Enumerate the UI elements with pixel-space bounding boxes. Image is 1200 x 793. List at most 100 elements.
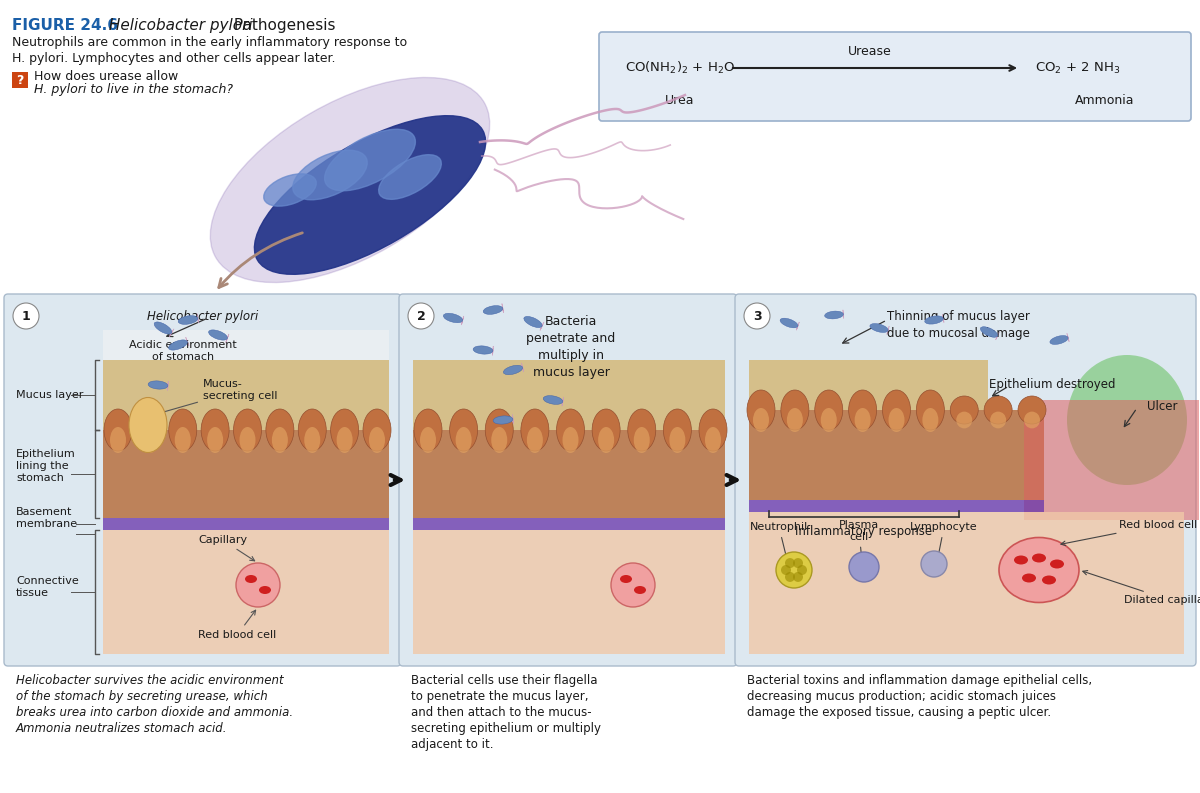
Circle shape: [611, 563, 655, 607]
Ellipse shape: [299, 409, 326, 451]
Ellipse shape: [325, 129, 415, 191]
Ellipse shape: [234, 409, 262, 451]
Ellipse shape: [815, 390, 842, 430]
Ellipse shape: [620, 575, 632, 583]
Ellipse shape: [824, 311, 844, 319]
Text: damage the exposed tissue, causing a peptic ulcer.: damage the exposed tissue, causing a pep…: [746, 706, 1051, 719]
Circle shape: [797, 565, 808, 575]
Ellipse shape: [984, 396, 1012, 424]
Ellipse shape: [414, 409, 442, 451]
Text: Ammonia: Ammonia: [1075, 94, 1135, 106]
Ellipse shape: [379, 155, 442, 199]
Ellipse shape: [264, 174, 317, 206]
Text: Thinning of mucus layer
due to mucosal damage: Thinning of mucus layer due to mucosal d…: [887, 310, 1030, 340]
Ellipse shape: [980, 327, 997, 337]
Ellipse shape: [1018, 396, 1046, 424]
Ellipse shape: [364, 409, 391, 451]
Text: $\mathregular{CO(NH_2)_2}$ + $\mathregular{H_2O}$: $\mathregular{CO(NH_2)_2}$ + $\mathregul…: [625, 60, 736, 76]
Text: Epithelium destroyed: Epithelium destroyed: [989, 378, 1116, 391]
Text: $\mathregular{CO_2}$ + 2 $\mathregular{NH_3}$: $\mathregular{CO_2}$ + 2 $\mathregular{N…: [1034, 60, 1121, 75]
Text: adjacent to it.: adjacent to it.: [410, 738, 493, 751]
Ellipse shape: [137, 409, 164, 451]
Text: H. pylori. Lymphocytes and other cells appear later.: H. pylori. Lymphocytes and other cells a…: [12, 52, 336, 65]
Bar: [749, 500, 1044, 512]
Text: Helicobacter pylori: Helicobacter pylori: [148, 310, 259, 323]
Text: 1: 1: [22, 309, 30, 323]
Ellipse shape: [148, 381, 168, 389]
Ellipse shape: [266, 409, 294, 451]
FancyBboxPatch shape: [12, 72, 28, 88]
Text: Ulcer: Ulcer: [1146, 400, 1177, 413]
Ellipse shape: [634, 586, 646, 594]
Bar: [413, 430, 725, 518]
Circle shape: [785, 572, 796, 582]
Ellipse shape: [780, 318, 798, 328]
Ellipse shape: [990, 412, 1006, 428]
Text: Bacteria
penetrate and
multiply in
mucus layer: Bacteria penetrate and multiply in mucus…: [527, 315, 616, 379]
Ellipse shape: [293, 150, 367, 200]
Text: Bacterial cells use their flagella: Bacterial cells use their flagella: [410, 674, 598, 687]
Ellipse shape: [1022, 573, 1036, 583]
Ellipse shape: [503, 366, 523, 374]
Text: Mucus layer: Mucus layer: [16, 390, 83, 400]
Ellipse shape: [754, 408, 769, 432]
Ellipse shape: [169, 409, 197, 451]
Text: Bacterial toxins and inflammation damage epithelial cells,: Bacterial toxins and inflammation damage…: [746, 674, 1092, 687]
Ellipse shape: [527, 427, 542, 453]
Ellipse shape: [110, 427, 126, 453]
Ellipse shape: [450, 409, 478, 451]
Ellipse shape: [443, 313, 463, 323]
Text: FIGURE 24.6: FIGURE 24.6: [12, 18, 118, 33]
Ellipse shape: [917, 390, 944, 430]
Bar: [103, 518, 389, 530]
Ellipse shape: [245, 575, 257, 583]
Bar: [749, 512, 1184, 654]
Ellipse shape: [1042, 576, 1056, 584]
Text: and then attach to the mucus-: and then attach to the mucus-: [410, 706, 592, 719]
Ellipse shape: [210, 78, 490, 282]
Ellipse shape: [473, 346, 493, 354]
FancyBboxPatch shape: [599, 32, 1190, 121]
Ellipse shape: [1024, 412, 1040, 428]
Ellipse shape: [746, 390, 775, 430]
Ellipse shape: [485, 409, 514, 451]
Text: Dilated capillary: Dilated capillary: [1082, 570, 1200, 605]
FancyBboxPatch shape: [398, 294, 737, 666]
Bar: [413, 530, 725, 654]
Text: Epithelium
lining the
stomach: Epithelium lining the stomach: [16, 449, 76, 484]
Text: decreasing mucus production; acidic stomach juices: decreasing mucus production; acidic stom…: [746, 690, 1056, 703]
Ellipse shape: [202, 409, 229, 451]
Ellipse shape: [882, 390, 911, 430]
Ellipse shape: [259, 586, 271, 594]
Circle shape: [781, 565, 791, 575]
Ellipse shape: [870, 324, 888, 332]
Ellipse shape: [998, 538, 1079, 603]
Ellipse shape: [950, 396, 978, 424]
Bar: [749, 410, 1044, 500]
Text: secreting epithelium or multiply: secreting epithelium or multiply: [410, 722, 601, 735]
Ellipse shape: [305, 427, 320, 453]
Ellipse shape: [521, 409, 548, 451]
Ellipse shape: [370, 427, 385, 453]
Ellipse shape: [563, 427, 578, 453]
Ellipse shape: [143, 427, 158, 453]
Ellipse shape: [420, 427, 436, 453]
Text: Basement
membrane: Basement membrane: [16, 507, 77, 529]
Ellipse shape: [698, 409, 727, 451]
Ellipse shape: [544, 396, 563, 404]
FancyBboxPatch shape: [4, 294, 401, 666]
Text: Lymphocyte: Lymphocyte: [910, 522, 978, 573]
Ellipse shape: [854, 408, 871, 432]
Ellipse shape: [1014, 556, 1028, 565]
Bar: [103, 530, 389, 654]
Ellipse shape: [670, 427, 685, 453]
Circle shape: [744, 303, 770, 329]
Ellipse shape: [154, 322, 172, 334]
Text: Urea: Urea: [665, 94, 695, 106]
Ellipse shape: [634, 427, 649, 453]
Ellipse shape: [923, 408, 938, 432]
Ellipse shape: [209, 330, 228, 340]
FancyBboxPatch shape: [734, 294, 1196, 666]
Ellipse shape: [179, 316, 198, 324]
Bar: [103, 360, 389, 430]
